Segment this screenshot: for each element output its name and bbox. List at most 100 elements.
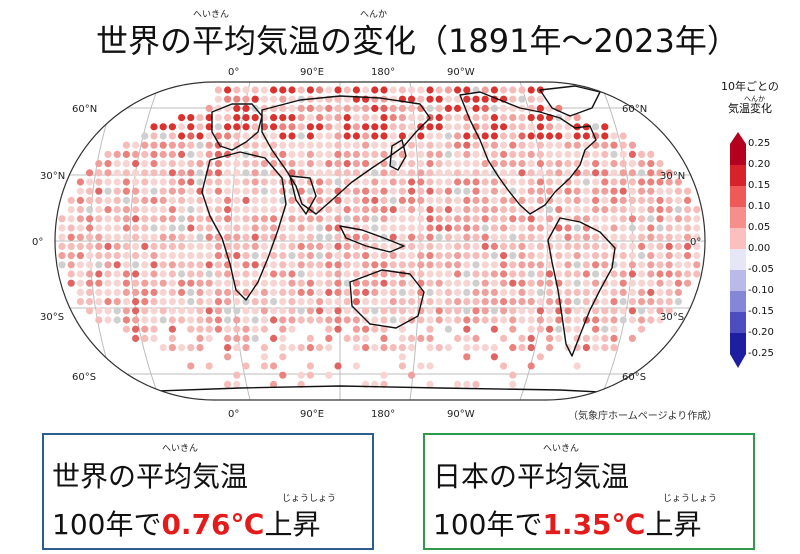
temperature-dot (104, 215, 112, 223)
temperature-dot (242, 224, 250, 232)
temperature-dot (334, 123, 342, 131)
colorbar-segment (730, 291, 746, 313)
temperature-dot (242, 261, 250, 269)
temperature-dot (408, 344, 416, 352)
temperature-dot (205, 114, 213, 122)
temperature-dot (546, 307, 554, 315)
temperature-dot (408, 371, 416, 379)
temperature-dot (408, 298, 416, 306)
temperature-dot (564, 252, 572, 260)
temperature-dot (389, 95, 397, 103)
temperature-dot (454, 95, 462, 103)
temperature-dot (251, 325, 259, 333)
temperature-dot (527, 141, 535, 149)
temperature-dot (472, 270, 480, 278)
temperature-dot (472, 334, 480, 342)
temperature-dot (224, 132, 232, 140)
temperature-dot (325, 270, 333, 278)
temperature-dot (628, 316, 637, 324)
temperature-dot (500, 252, 508, 260)
temperature-dot (122, 288, 130, 296)
temperature-dot (536, 270, 545, 278)
temperature-dot (647, 298, 655, 306)
temperature-dot (233, 242, 241, 250)
temperature-dot (122, 187, 130, 195)
temperature-dot (251, 123, 259, 131)
temperature-dot (454, 141, 462, 149)
temperature-dot (362, 104, 370, 112)
temperature-dot (297, 187, 305, 195)
temperature-dot (601, 215, 609, 223)
temperature-dot (500, 233, 508, 241)
temperature-dot (628, 270, 637, 278)
temperature-dot (656, 206, 664, 214)
temperature-dot (288, 344, 296, 352)
temperature-dot (426, 215, 434, 223)
temperature-dot (334, 233, 342, 241)
lat-label-right-0: 0° (690, 237, 701, 248)
temperature-dot (564, 298, 572, 306)
temperature-dot (693, 206, 701, 214)
temperature-dot (454, 150, 462, 158)
temperature-dot (647, 316, 655, 324)
temperature-dot (619, 233, 627, 241)
temperature-dot (159, 169, 167, 177)
temperature-dot (362, 298, 370, 306)
temperature-dot (132, 187, 140, 195)
temperature-dot (582, 233, 591, 241)
temperature-dot (398, 224, 406, 232)
temperature-dot (279, 95, 287, 103)
temperature-dot (389, 298, 397, 306)
temperature-dot (389, 307, 397, 315)
temperature-dot (380, 298, 388, 306)
colorbar-tick-label: -0.15 (748, 306, 774, 317)
temperature-dot (481, 279, 489, 287)
temperature-dot (242, 316, 250, 324)
temperature-dot (518, 279, 526, 287)
temperature-dot (224, 86, 232, 94)
temperature-dot (674, 242, 683, 250)
temperature-dot (214, 298, 222, 306)
temperature-dot (426, 279, 434, 287)
temperature-dot (601, 150, 609, 158)
temperature-dot (619, 298, 627, 306)
temperature-dot (132, 288, 140, 296)
temperature-dot (141, 141, 149, 149)
temperature-dot (371, 114, 379, 122)
temperature-dot (454, 86, 462, 94)
temperature-dot (546, 206, 554, 214)
temperature-dot (205, 224, 213, 232)
temperature-dot (628, 288, 637, 296)
temperature-dot (380, 206, 388, 214)
temperature-dot (638, 206, 646, 214)
temperature-dot (196, 242, 204, 250)
lat-label-left-30n: 30°N (40, 171, 65, 182)
temperature-dot (159, 270, 167, 278)
temperature-dot (444, 279, 452, 287)
temperature-dot (325, 86, 333, 94)
temperature-dot (288, 288, 296, 296)
temperature-dot (500, 279, 508, 287)
temperature-dot (316, 316, 324, 324)
temperature-dot (343, 196, 351, 204)
temperature-dot (352, 123, 360, 131)
temperature-dot (647, 187, 655, 195)
temperature-dot (444, 187, 452, 195)
temperature-dot (187, 132, 195, 140)
temperature-dot (610, 141, 618, 149)
temperature-dot (150, 325, 158, 333)
temperature-dot (316, 160, 324, 168)
temperature-dot (187, 178, 195, 186)
temperature-dot (178, 233, 186, 241)
temperature-dot (251, 206, 259, 214)
temperature-dot (398, 187, 406, 195)
temperature-dot (408, 334, 416, 342)
temperature-dot (113, 169, 121, 177)
temperature-dot (205, 270, 213, 278)
temperature-dot (389, 196, 397, 204)
temperature-dot (546, 261, 554, 269)
temperature-dot (371, 196, 379, 204)
temperature-dot (389, 279, 397, 287)
temperature-dot (214, 95, 222, 103)
temperature-dot (242, 252, 250, 260)
